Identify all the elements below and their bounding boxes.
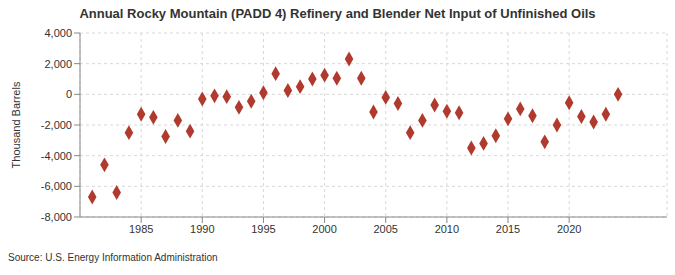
svg-text:2010: 2010: [435, 223, 459, 235]
html-text:Source: U.S. Energy Informatio: Source: U.S. Energy Information Administ…: [8, 252, 218, 263]
svg-text:2,000: 2,000: [44, 58, 72, 70]
svg-text:-4,000: -4,000: [41, 150, 72, 162]
svg-text:Thousand Barrels: Thousand Barrels: [10, 81, 22, 168]
svg-text:2020: 2020: [557, 223, 581, 235]
svg-text:4,000: 4,000: [44, 28, 72, 39]
svg-text:1990: 1990: [190, 223, 214, 235]
svg-text:-6,000: -6,000: [41, 180, 72, 192]
svg-text:-2,000: -2,000: [41, 119, 72, 131]
html-text:Annual Rocky Mountain (PADD 4): Annual Rocky Mountain (PADD 4) Refinery …: [79, 6, 596, 21]
svg-text:1995: 1995: [251, 223, 275, 235]
svg-text:1985: 1985: [129, 223, 153, 235]
svg-text:2015: 2015: [496, 223, 520, 235]
svg-text:2000: 2000: [312, 223, 336, 235]
svg-text:2005: 2005: [373, 223, 397, 235]
svg-text:-8,000: -8,000: [41, 211, 72, 223]
svg-text:0: 0: [66, 88, 72, 100]
